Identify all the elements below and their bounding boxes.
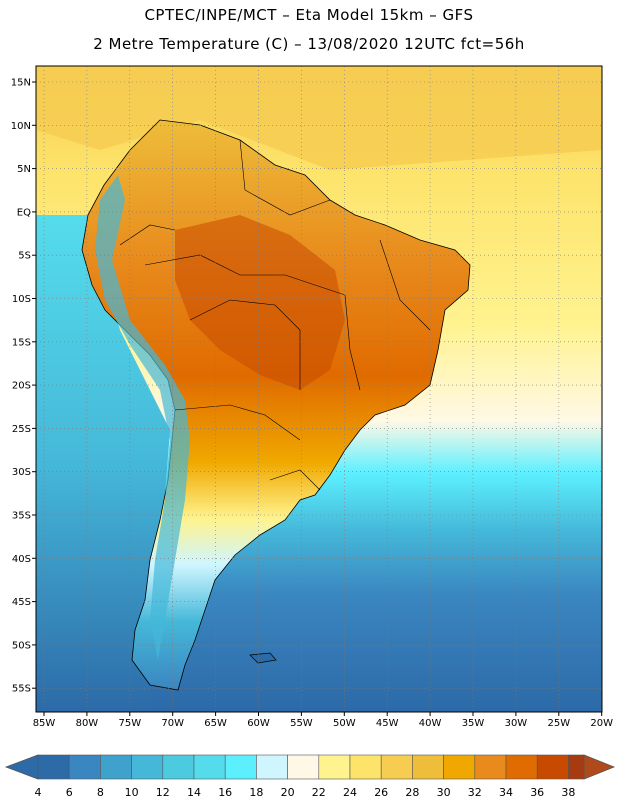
- lon-label: 20W: [590, 718, 613, 729]
- amazon-hot-core: [175, 215, 345, 390]
- lat-label: 40S: [12, 554, 31, 565]
- map-frame: [35, 65, 603, 713]
- colorbar-label: 32: [468, 786, 482, 799]
- lon-label: 50W: [333, 718, 356, 729]
- lat-label: 35S: [12, 511, 31, 522]
- colorbar-swatch: [505, 754, 538, 780]
- colorbar-label: 14: [187, 786, 201, 799]
- lon-label: 40W: [419, 718, 442, 729]
- lon-label: 35W: [462, 718, 485, 729]
- lat-label: 15S: [12, 337, 31, 348]
- colorbar-label: 18: [249, 786, 263, 799]
- colorbar-swatch: [474, 754, 507, 780]
- lat-label: 5N: [17, 164, 31, 175]
- lon-label: 25W: [547, 718, 570, 729]
- colorbar-swatch: [287, 754, 320, 780]
- pacific-ocean-field: [36, 215, 170, 712]
- caribbean-field: [36, 66, 602, 170]
- colorbar-left-arrow: [4, 754, 39, 780]
- lat-label: 15N: [11, 78, 31, 89]
- colorbar-swatch: [536, 754, 569, 780]
- colorbar-label: 34: [499, 786, 513, 799]
- colorbar-label: 16: [218, 786, 232, 799]
- country-borders: [119, 139, 431, 491]
- lon-label: 45W: [376, 718, 399, 729]
- lat-label: 45S: [12, 597, 31, 608]
- colorbar-swatch: [37, 754, 70, 780]
- colorbar-swatch: [349, 754, 382, 780]
- falkland-islands: [249, 652, 277, 664]
- map-plot-area: [36, 66, 602, 712]
- colorbar-label: 8: [97, 786, 104, 799]
- lon-label: 80W: [76, 718, 99, 729]
- lon-label: 55W: [290, 718, 313, 729]
- lat-label: 5S: [18, 251, 31, 262]
- lon-label: 70W: [161, 718, 184, 729]
- lat-label: 25S: [12, 424, 31, 435]
- colorbar-label: 26: [374, 786, 388, 799]
- colorbar-label: 20: [281, 786, 295, 799]
- lat-label: 10S: [12, 294, 31, 305]
- colorbar-swatch: [380, 754, 413, 780]
- colorbar-label: 4: [35, 786, 42, 799]
- lon-label: 75W: [118, 718, 141, 729]
- colorbar-label: 38: [561, 786, 575, 799]
- colorbar-swatch: [443, 754, 476, 780]
- longitude-axis-labels: 85W 80W 75W 70W 65W 60W 55W 50W 45W 40W 35W 30W 25W 2…: [33, 712, 613, 729]
- lon-label: 60W: [247, 718, 270, 729]
- colorbar-label: 36: [530, 786, 544, 799]
- lon-label: 65W: [204, 718, 227, 729]
- andes-cold-strip: [95, 175, 190, 660]
- lon-label: 85W: [33, 718, 56, 729]
- lat-label: EQ: [17, 207, 31, 218]
- colorbar-swatch: [318, 754, 351, 780]
- colorbar-label: 22: [312, 786, 326, 799]
- colorbar-swatch: [224, 754, 257, 780]
- latitude-axis-labels: 15N 10N 5N EQ 5S 10S 15S 20S 25S 30S 35S 40S 45S 50S 5…: [11, 78, 36, 695]
- colorbar-swatch: [568, 754, 585, 780]
- colorbar-swatch: [193, 754, 226, 780]
- colorbar-label: 24: [343, 786, 357, 799]
- colorbar-right-arrow: [583, 754, 616, 780]
- colorbar-label: 6: [66, 786, 73, 799]
- lon-label: 30W: [505, 718, 528, 729]
- colorbar-label: 30: [437, 786, 451, 799]
- colorbar-label: 28: [405, 786, 419, 799]
- colorbar-swatch: [162, 754, 195, 780]
- map-title-line2: 2 Metre Temperature (C) – 13/08/2020 12U…: [93, 35, 525, 53]
- temperature-colorbar: 4 6 8 10 12 14 16 18 20 22 24 26 28 30 32 34 36 38: [4, 754, 616, 799]
- colorbar-swatch: [100, 754, 132, 780]
- colorbar-swatch: [68, 754, 101, 780]
- lat-label: 55S: [12, 684, 31, 695]
- lat-label: 30S: [12, 467, 31, 478]
- lat-label: 20S: [12, 381, 31, 392]
- lat-label: 50S: [12, 640, 31, 651]
- colorbar-label: 12: [156, 786, 170, 799]
- colorbar-swatch: [131, 754, 164, 780]
- colorbar-label: 10: [125, 786, 139, 799]
- lat-label: 10N: [11, 121, 31, 132]
- map-title-line1: CPTEC/INPE/MCT – Eta Model 15km – GFS: [144, 6, 474, 24]
- colorbar-swatch: [256, 754, 288, 780]
- colorbar-swatch: [412, 754, 444, 780]
